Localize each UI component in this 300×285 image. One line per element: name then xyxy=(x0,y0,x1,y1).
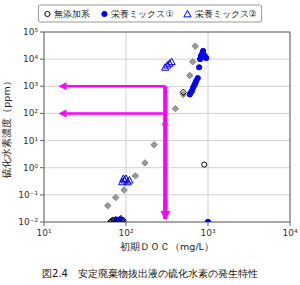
point xyxy=(189,59,195,65)
y-tick xyxy=(40,32,44,33)
x-axis-label: 初期ＤＯＣ（mg/L） xyxy=(120,241,214,252)
point xyxy=(132,173,138,179)
legend-frame xyxy=(38,5,261,22)
grid xyxy=(44,32,290,222)
y-tick-label: 10² xyxy=(23,108,38,118)
point xyxy=(166,60,173,66)
y-grid-line xyxy=(44,59,290,60)
legend-label: 無添加系 xyxy=(54,9,90,19)
line-segment xyxy=(163,86,167,219)
x-tick xyxy=(208,222,209,226)
point xyxy=(195,76,200,81)
arrow-head xyxy=(58,109,66,117)
legend-label: 栄養ミックス① xyxy=(111,9,173,19)
legend-item: 栄養ミックス② xyxy=(184,9,257,19)
y-tick xyxy=(40,113,44,114)
point xyxy=(168,58,175,64)
series xyxy=(105,43,199,209)
x-tick-label: 10⁴ xyxy=(282,228,297,238)
arrow-shaft xyxy=(165,201,168,211)
x-tick-label: 10¹ xyxy=(36,228,51,238)
point xyxy=(172,105,178,111)
y-tick xyxy=(40,140,44,141)
legend-label: 栄養ミックス② xyxy=(195,9,257,19)
arrow-shaft xyxy=(163,201,166,211)
legend-marker xyxy=(102,11,107,16)
plot-frame xyxy=(44,32,290,222)
y-tick-label: 10³ xyxy=(23,81,38,91)
data-area xyxy=(105,43,211,222)
y-tick-label: 10⁴ xyxy=(23,54,38,64)
point xyxy=(142,160,148,166)
legend-marker xyxy=(184,10,191,16)
chart: 10¹ 10² 10³ 10⁴ 10⁻² 10⁻¹ 10⁰ 10¹ 10² 10³ 10⁴ 10⁵ 初期… xyxy=(0,0,300,285)
arrow xyxy=(58,109,165,117)
annotations xyxy=(58,82,170,219)
arrow-shaft xyxy=(66,85,165,88)
point xyxy=(126,176,133,182)
y-tick-label: 10⁻¹ xyxy=(18,190,38,200)
x-tick xyxy=(290,222,291,226)
y-tick-label: 10¹ xyxy=(23,136,38,146)
x-tick xyxy=(44,222,45,226)
point xyxy=(113,194,119,200)
point xyxy=(205,219,210,222)
series xyxy=(112,58,175,222)
point xyxy=(204,55,209,60)
point xyxy=(187,72,193,78)
plot-background xyxy=(44,32,290,222)
annotation-line xyxy=(165,86,166,219)
point xyxy=(202,162,207,167)
legend-item: 栄養ミックス① xyxy=(102,9,174,19)
arrow-head xyxy=(162,211,170,219)
y-tick-label: 10⁰ xyxy=(23,163,38,173)
arrow xyxy=(162,201,170,219)
y-tick xyxy=(40,222,44,223)
point xyxy=(121,187,127,193)
series xyxy=(108,162,211,222)
y-tick xyxy=(40,167,44,168)
title: 図2.4 安定廃棄物抜出液の硫化水素の発生特性 xyxy=(42,268,258,279)
legend: 無添加系 栄養ミックス① 栄養ミックス② xyxy=(38,5,261,22)
y-tick-label: 10⁵ xyxy=(23,27,38,37)
point xyxy=(197,65,202,70)
y-axis-label: 硫化水素濃度（ppm） xyxy=(1,76,12,177)
y-tick xyxy=(40,194,44,195)
arrow xyxy=(58,82,165,90)
legend-marker xyxy=(45,11,50,16)
point xyxy=(151,142,157,148)
point xyxy=(192,43,198,49)
point xyxy=(105,202,111,208)
point xyxy=(117,215,124,221)
series xyxy=(180,89,186,95)
series xyxy=(205,219,210,222)
series xyxy=(187,48,209,97)
point xyxy=(180,91,186,97)
x-grid-line xyxy=(126,32,127,222)
x-tick xyxy=(126,222,127,226)
x-tick-label: 10² xyxy=(118,228,133,238)
point xyxy=(205,219,210,222)
x-tick-label: 10³ xyxy=(200,228,215,238)
y-tick xyxy=(40,59,44,60)
arrow-shaft xyxy=(66,112,165,115)
legend-item: 無添加系 xyxy=(45,9,91,19)
y-tick-label: 10⁻² xyxy=(18,217,38,227)
y-tick xyxy=(40,86,44,87)
point xyxy=(180,89,186,95)
arrow-head xyxy=(58,82,66,90)
